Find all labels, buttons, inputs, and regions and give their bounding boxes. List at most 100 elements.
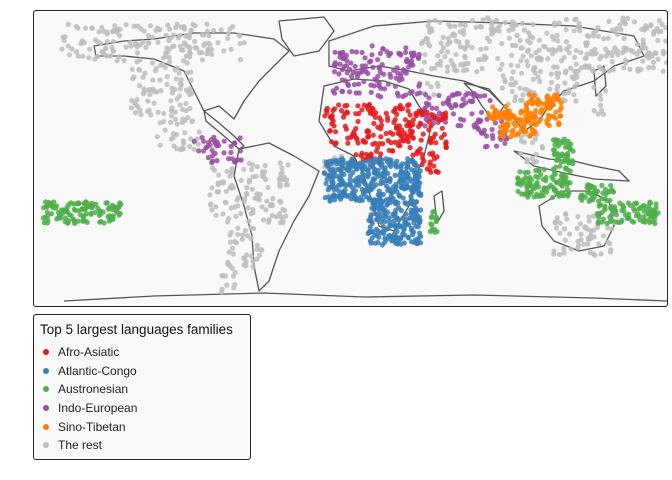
language-point [446,95,452,101]
language-point [348,73,355,80]
language-point [554,32,560,39]
language-point [368,82,374,88]
language-point [401,232,407,238]
language-point [551,64,557,70]
language-point [213,204,219,210]
language-point [171,143,177,149]
language-point [491,27,497,33]
language-point [576,20,582,26]
language-point [578,49,584,56]
language-point [540,193,546,199]
language-point [356,174,362,180]
language-point [431,92,437,98]
legend-item-atlantic-congo[interactable]: Atlantic-Congo [40,362,250,381]
language-point [326,194,332,200]
language-point [235,225,241,231]
language-point [563,211,569,217]
map-canvas[interactable] [34,11,667,306]
language-point [596,241,602,247]
language-point [515,188,521,194]
language-point [575,245,581,251]
language-point [405,234,411,240]
language-point [462,22,468,28]
language-point [594,224,600,230]
language-point [406,64,412,70]
language-point [98,40,104,47]
language-point [362,63,368,69]
legend-item-the-rest[interactable]: The rest [40,436,250,455]
language-point [344,58,350,64]
language-point [561,191,567,197]
language-point [386,161,392,167]
language-point [136,83,143,89]
language-point [563,27,569,33]
language-point [379,242,385,248]
language-point [502,77,508,83]
language-point [168,98,174,104]
language-point [501,112,507,118]
language-point [178,82,184,88]
language-point [116,54,122,60]
language-point [340,181,346,187]
language-point [283,213,289,219]
language-point [574,74,580,80]
language-point [413,205,419,211]
language-point [394,229,400,235]
language-point [435,169,441,175]
language-point [237,33,243,39]
points-sino-tibetan [485,91,564,140]
language-point [249,162,256,168]
language-point [561,158,568,164]
language-point [553,48,559,54]
language-point [597,56,603,62]
language-point [579,65,585,71]
language-point [621,35,627,41]
language-point [483,45,489,52]
language-point [513,94,519,100]
language-point [450,111,456,117]
language-point [241,262,247,268]
language-point [524,188,530,194]
language-point [378,94,384,100]
language-point [396,123,403,129]
language-point [407,90,413,96]
language-point [172,86,178,92]
legend-item-afro-asiatic[interactable]: Afro-Asiatic [40,343,250,362]
language-point [241,198,248,205]
language-point [420,155,426,161]
legend-item-austronesian[interactable]: Austronesian [40,380,250,399]
language-point [356,110,362,117]
language-point [99,24,105,30]
language-point [437,19,443,25]
language-point [273,214,279,220]
language-point [478,24,485,30]
language-point [577,24,583,30]
language-point [333,141,339,147]
language-point [566,190,572,196]
language-point [158,88,164,94]
language-point [226,156,232,162]
language-point [141,28,147,34]
language-point [506,35,512,41]
language-point [622,57,629,63]
language-point [552,97,558,103]
language-point [563,174,569,180]
legend-label: Afro-Asiatic [58,345,120,360]
world-map[interactable] [33,10,668,307]
language-point [460,102,466,108]
language-point [192,23,198,29]
legend-item-indo-european[interactable]: Indo-European [40,399,250,418]
language-point [508,134,514,140]
language-point [509,42,515,48]
language-point [429,66,435,72]
language-point [513,80,519,86]
legend-item-sino-tibetan[interactable]: Sino-Tibetan [40,417,250,436]
language-point [452,67,458,73]
language-point [461,31,467,37]
language-point [366,229,372,235]
language-point [362,55,368,61]
language-point [553,164,559,170]
language-point [385,117,391,123]
language-point [250,258,256,264]
language-point [65,220,71,226]
